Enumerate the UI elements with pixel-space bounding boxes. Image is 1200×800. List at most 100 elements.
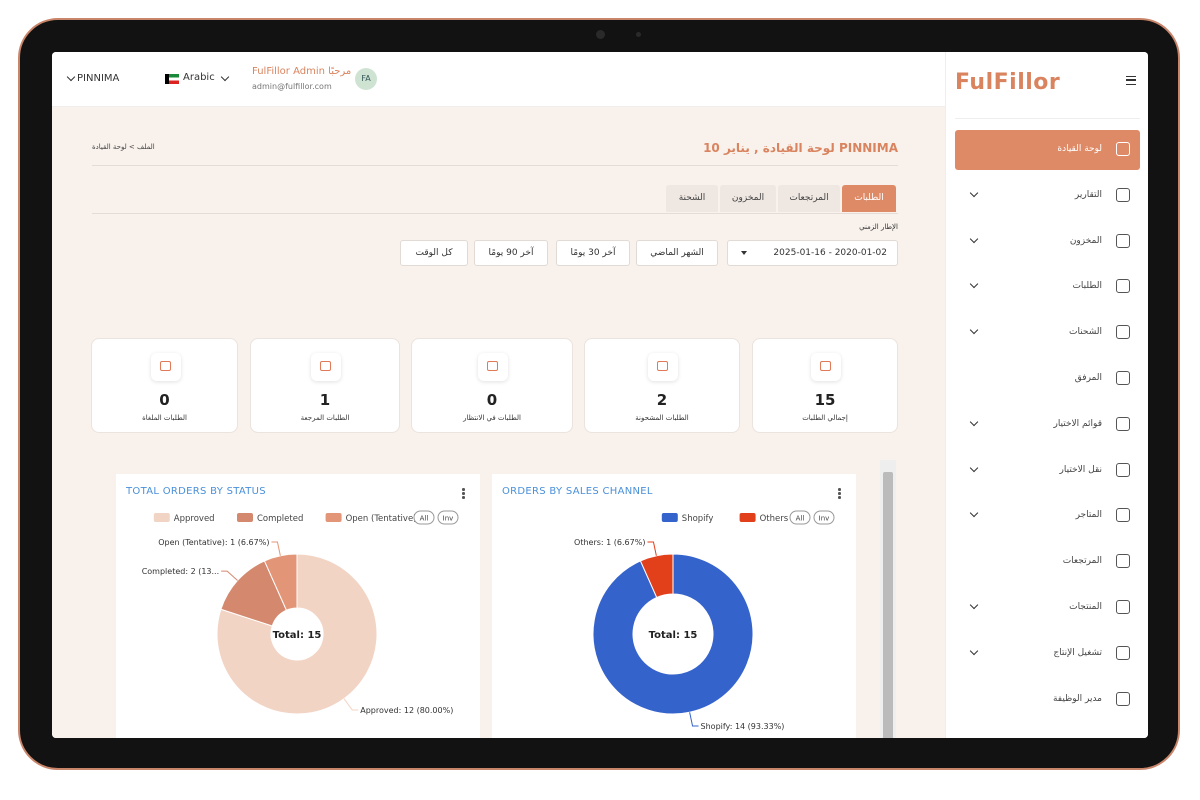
tab[interactable]: المرتجعات bbox=[778, 185, 840, 212]
user-name: FulFillor Admin مرحبًا bbox=[252, 66, 352, 77]
legend-label: Others bbox=[760, 514, 789, 524]
chevron bbox=[969, 509, 979, 518]
sidebar-item[interactable]: المرتجعات bbox=[955, 542, 1140, 582]
chart-menu-dot bbox=[838, 496, 841, 499]
filter-button bbox=[813, 510, 835, 525]
sidebar-label: تشغيل الإنتاج bbox=[1053, 647, 1102, 658]
tab[interactable]: الطلبات bbox=[842, 185, 896, 212]
stat-label: الطلبات المشحونة bbox=[635, 414, 689, 422]
chart-menu-dot bbox=[462, 492, 465, 495]
chart-menu-dot bbox=[462, 488, 465, 491]
sidebar-item[interactable]: المنتجات bbox=[955, 588, 1140, 628]
stat-icon-glyph bbox=[820, 361, 831, 371]
range-button[interactable]: آخر 90 يومًا bbox=[474, 240, 548, 266]
chevron bbox=[969, 600, 979, 610]
legend-label: Open (Tentative) bbox=[346, 514, 417, 524]
sidebar-item[interactable]: مدير الوظيفة bbox=[955, 680, 1140, 720]
filter-button bbox=[437, 510, 459, 525]
tab[interactable]: المخزون bbox=[720, 185, 776, 212]
legend-swatch bbox=[153, 513, 170, 522]
chart-menu[interactable] bbox=[838, 488, 841, 500]
stat-icon bbox=[478, 353, 508, 381]
sidebar-label: لوحة القيادة bbox=[1057, 144, 1102, 154]
center-label: Total: 15 bbox=[649, 630, 698, 641]
data-label: Shopify: 14 (93.33%) bbox=[701, 722, 785, 731]
divider bbox=[92, 213, 898, 214]
range-button[interactable]: كل الوقت bbox=[400, 240, 468, 266]
chart-menu-dot bbox=[838, 488, 841, 491]
sidebar-icon bbox=[1116, 508, 1130, 523]
header bbox=[52, 52, 945, 107]
language-selector[interactable]: Arabic bbox=[183, 72, 215, 83]
range-button[interactable]: الشهر الماضي bbox=[636, 240, 718, 266]
filter-button bbox=[789, 510, 811, 525]
avatar: FA bbox=[355, 68, 377, 90]
leader-line bbox=[221, 570, 238, 581]
date-range-dropdown[interactable]: 2025-01-16 - 2020-01-02 bbox=[727, 240, 898, 266]
account-selector[interactable]: PINNIMA bbox=[77, 73, 120, 84]
sidebar-icon bbox=[1116, 645, 1130, 660]
chevron bbox=[969, 188, 979, 198]
sidebar-item[interactable]: الشحنات bbox=[955, 313, 1140, 353]
sidebar-label: مدير الوظيفة bbox=[1052, 693, 1102, 704]
sidebar-item[interactable]: المرفق bbox=[955, 359, 1140, 399]
tab[interactable]: الشحنة bbox=[666, 185, 718, 212]
chevron bbox=[969, 234, 979, 243]
sidebar-icon bbox=[1116, 279, 1130, 294]
breadcrumb: الملف > لوحة القيادة bbox=[92, 143, 155, 151]
chart-title: TOTAL ORDERS BY STATUS bbox=[126, 486, 266, 497]
stat-icon-glyph bbox=[320, 361, 331, 371]
scrollbar-thumb bbox=[883, 472, 893, 738]
chevron bbox=[969, 325, 979, 335]
sidebar-icon bbox=[1116, 691, 1130, 706]
stat-icon-glyph bbox=[159, 361, 171, 371]
stat-card: 0 الطلبات الملغاة bbox=[91, 338, 238, 433]
data-label: Completed: 2 (13... bbox=[142, 567, 219, 576]
stat-value: 15 bbox=[814, 391, 836, 409]
menu-toggle[interactable] bbox=[1126, 76, 1136, 85]
sidebar-item[interactable]: نقل الاختيار bbox=[955, 451, 1140, 491]
filter-button-label: Inv bbox=[819, 515, 830, 523]
user-email: admin@fulfillor.com bbox=[252, 82, 332, 91]
legend-swatch bbox=[739, 513, 756, 522]
sidebar-item[interactable]: المتاجر bbox=[955, 496, 1140, 536]
menu-toggle-bar bbox=[1126, 79, 1136, 81]
sidebar-item[interactable]: المخزون bbox=[955, 222, 1140, 262]
sidebar-item[interactable]: لوحة القيادة bbox=[955, 130, 1140, 170]
legend-swatch bbox=[661, 513, 678, 522]
sidebar-divider bbox=[955, 118, 1140, 119]
range-button[interactable]: آخر 30 يومًا bbox=[556, 240, 630, 266]
sensor bbox=[636, 32, 641, 37]
donut-slice bbox=[216, 553, 378, 715]
sidebar-item[interactable]: الطلبات bbox=[955, 267, 1140, 307]
sidebar-item[interactable]: قوائم الاختيار bbox=[955, 405, 1140, 445]
legend-swatch bbox=[325, 513, 342, 522]
camera bbox=[596, 30, 605, 39]
donut-chart: Approved Completed Open (Tentative) All Inv A… bbox=[142, 510, 459, 715]
stat-icon bbox=[151, 353, 181, 381]
chart-panel: TOTAL ORDERS BY STATUS Approved Completed O… bbox=[116, 474, 480, 738]
sidebar-item[interactable]: تشغيل الإنتاج bbox=[955, 634, 1140, 674]
chart-menu[interactable] bbox=[462, 488, 465, 500]
sidebar-label: الشحنات bbox=[1068, 327, 1102, 338]
donut-slice bbox=[263, 553, 298, 611]
stat-label: إجمالي الطلبات bbox=[802, 414, 848, 422]
stat-card: 2 الطلبات المشحونة bbox=[584, 338, 740, 433]
sidebar-label: المخزون bbox=[1069, 235, 1102, 246]
sidebar-label: المرفق bbox=[1074, 373, 1102, 383]
page-title: PINNIMA لوحة القيادة , يناير 10 bbox=[703, 141, 898, 155]
donut-slice bbox=[592, 553, 754, 715]
stat-value: 1 bbox=[319, 391, 331, 409]
sidebar-item[interactable]: التقارير bbox=[955, 176, 1140, 216]
brand-logo: FulFillor bbox=[955, 70, 1061, 95]
sidebar-icon bbox=[1116, 416, 1130, 431]
screen: PINNIMA Arabic FulFillor Admin مرحبًا admin… bbox=[52, 52, 1148, 738]
time-frame-label: الإطار الزمني bbox=[859, 223, 898, 231]
chart-menu-dot bbox=[838, 492, 841, 495]
filter-button-label: All bbox=[420, 515, 429, 523]
legend-swatch bbox=[237, 513, 253, 522]
data-label: Open (Tentative): 1 (6.67%) bbox=[158, 538, 269, 547]
sidebar-label: نقل الاختيار bbox=[1059, 464, 1102, 475]
stat-icon-glyph bbox=[487, 361, 498, 371]
leader-line bbox=[271, 541, 281, 556]
